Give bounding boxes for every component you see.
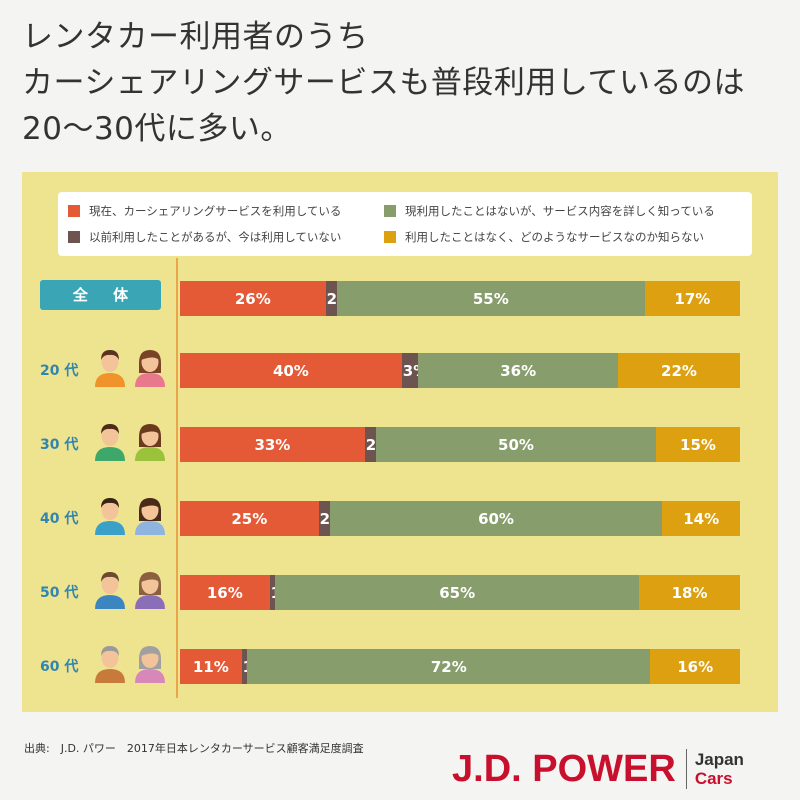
source-note: 出典: J.D. パワー 2017年日本レンタカーサービス顧客満足度調査 [24, 742, 364, 755]
bar-segment-50s-know: 65% [275, 575, 640, 610]
male-avatar-icon [95, 498, 125, 535]
male-avatar-icon [95, 646, 125, 683]
title-line-1: レンタカー利用者のうち [22, 19, 369, 55]
legend-swatch-former [68, 231, 80, 243]
logo-sub-japan: Japan [694, 750, 744, 769]
bar-segment-50s-current: 16% [180, 575, 270, 610]
male-avatar-icon [95, 572, 125, 609]
bar-segment-total-unknown: 17% [644, 281, 740, 316]
row-label-40s: 40 代 [40, 511, 79, 527]
female-avatar-icon [135, 424, 165, 461]
row-avatars-30s [92, 421, 172, 461]
bar-segment-20s-former: 3% [401, 353, 428, 388]
male-avatar-icon [95, 350, 125, 387]
logo-sub: Japan Cars [695, 750, 744, 788]
data-label-60s-current: 11% [192, 657, 229, 676]
row-avatars-60s [92, 643, 172, 683]
bar-segment-20s-know: 36% [418, 353, 618, 388]
bar-30s: 33% 2% 50% 15% [180, 427, 740, 462]
legend-item-know: 現利用したことはないが、サービス内容を詳しく知っている [384, 203, 715, 219]
row-label-total: 全 体 [40, 280, 161, 310]
bar-segment-30s-current: 33% [180, 427, 365, 462]
row-label-60s: 60 代 [40, 659, 79, 675]
data-label-50s-know: 65% [439, 583, 476, 602]
logo-main-text: J.D. POWER [452, 748, 676, 790]
data-label-30s-know: 50% [498, 435, 534, 454]
female-avatar-icon [135, 646, 165, 683]
logo-separator [685, 749, 687, 789]
data-label-20s-unknown: 22% [661, 361, 697, 380]
data-label-30s-current: 33% [254, 435, 291, 454]
bar-40s: 25% 2% 60% 14% [180, 501, 740, 536]
bar-segment-50s-unknown: 18% [639, 575, 740, 610]
data-label-50s-unknown: 18% [671, 583, 708, 602]
bar-segment-40s-unknown: 14% [662, 501, 740, 536]
bar-segment-30s-former: 2% [364, 427, 391, 462]
legend-label-unknown: 利用したことはなく、どのようなサービスなのか知らない [405, 230, 704, 244]
data-label-total-unknown: 17% [674, 289, 711, 308]
legend-item-current: 現在、カーシェアリングサービスを利用している [68, 203, 341, 219]
title-line-2: カーシェアリングサービスも普段利用しているのは [22, 65, 745, 101]
bar-segment-60s-unknown: 16% [650, 649, 740, 684]
bar-segment-total-current: 26% [180, 281, 326, 316]
legend-item-unknown: 利用したことはなく、どのようなサービスなのか知らない [384, 229, 704, 245]
legend-swatch-know [384, 205, 396, 217]
row-avatars-40s [92, 495, 172, 535]
data-label-60s-know: 72% [430, 657, 467, 676]
data-label-50s-current: 16% [206, 583, 243, 602]
legend-swatch-unknown [384, 231, 396, 243]
legend-label-former: 以前利用したことがあるが、今は利用していない [89, 230, 342, 244]
bar-segment-total-former: 2% [325, 281, 352, 316]
bar-20s: 40% 3% 36% 22% [180, 353, 740, 388]
bar-segment-40s-current: 25% [180, 501, 319, 536]
bar-segment-30s-unknown: 15% [655, 427, 740, 462]
female-avatar-icon [135, 498, 165, 535]
legend-item-former: 以前利用したことがあるが、今は利用していない [68, 229, 341, 245]
male-avatar-icon [95, 424, 125, 461]
bar-segment-total-know: 55% [336, 281, 645, 316]
row-label-20s: 20 代 [40, 363, 79, 379]
axis-divider [176, 258, 178, 698]
row-label-30s: 30 代 [40, 437, 79, 453]
page-title: レンタカー利用者のうち カーシェアリングサービスも普段利用しているのは 20〜3… [22, 14, 782, 152]
data-label-40s-know: 60% [478, 509, 514, 528]
jd-power-logo: J.D. POWER Japan Cars [452, 744, 744, 794]
data-label-30s-unknown: 15% [680, 435, 716, 454]
data-label-20s-current: 40% [272, 361, 309, 380]
bar-segment-30s-know: 50% [375, 427, 656, 462]
logo-sub-cars: Cars [694, 769, 733, 788]
data-label-40s-current: 25% [231, 509, 268, 528]
bar-60s: 11%1%72%16% [180, 649, 740, 684]
bar-segment-40s-former: 2% [318, 501, 345, 536]
bar-segment-60s-current: 11% [180, 649, 242, 684]
title-line-3: 20〜30代に多い。 [22, 111, 292, 147]
data-label-60s-unknown: 16% [677, 657, 714, 676]
bar-segment-20s-current: 40% [180, 353, 402, 388]
data-label-total-know: 55% [472, 289, 509, 308]
female-avatar-icon [135, 572, 165, 609]
bar-segment-40s-know: 60% [329, 501, 663, 536]
legend-label-current: 現在、カーシェアリングサービスを利用している [89, 204, 342, 218]
row-avatars-50s [92, 569, 172, 609]
row-label-50s: 50 代 [40, 585, 79, 601]
data-label-total-current: 26% [234, 289, 271, 308]
row-avatars-20s [92, 347, 172, 387]
female-avatar-icon [135, 350, 165, 387]
bar-total: 26% 2% 55% 17% [180, 281, 740, 316]
data-label-40s-unknown: 14% [683, 509, 720, 528]
chart-legend: 現在、カーシェアリングサービスを利用している 以前利用したことがあるが、今は利用… [58, 192, 752, 256]
bar-50s: 16%1%65%18% [180, 575, 740, 610]
data-label-20s-know: 36% [500, 361, 537, 380]
bar-segment-20s-unknown: 22% [618, 353, 740, 388]
legend-swatch-current [68, 205, 80, 217]
bar-segment-60s-know: 72% [247, 649, 651, 684]
legend-label-know: 現利用したことはないが、サービス内容を詳しく知っている [405, 204, 715, 218]
